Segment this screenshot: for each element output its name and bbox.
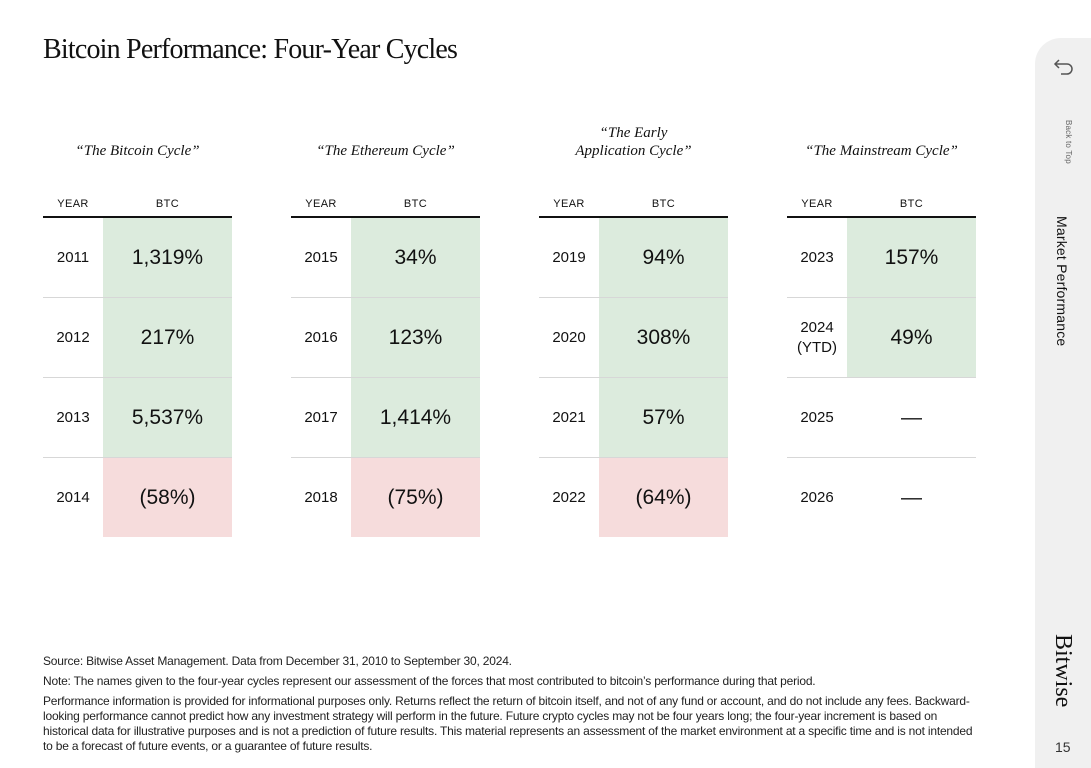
- btc-return-cell: 1,319%: [103, 218, 232, 297]
- btc-return-cell: 94%: [599, 218, 728, 297]
- year-column-header: YEAR: [57, 198, 89, 210]
- year-cell: 2021: [552, 408, 586, 426]
- btc-return-cell: —: [901, 485, 922, 509]
- btc-column-header: BTC: [403, 198, 428, 210]
- cycle-title: “The Ethereum Cycle”: [316, 143, 455, 159]
- table-row: 2024 (YTD) 49%: [787, 298, 976, 378]
- year-cell: 2024 (YTD): [797, 318, 837, 356]
- btc-column-header: BTC: [651, 198, 676, 210]
- btc-return-cell: (64%): [599, 458, 728, 537]
- disclaimer: Performance information is provided for …: [43, 694, 973, 753]
- source-note: Source: Bitwise Asset Management. Data f…: [43, 654, 512, 668]
- back-arrow-icon[interactable]: [1053, 56, 1075, 78]
- table-row: 2011 1,319%: [43, 218, 232, 298]
- year-cell: 2022: [552, 488, 586, 506]
- section-label[interactable]: Market Performance: [1054, 216, 1070, 347]
- cycle-names-note: Note: The names given to the four-year c…: [43, 674, 816, 688]
- table-row: 2026 —: [787, 458, 976, 537]
- year-cell: 2025: [800, 408, 834, 426]
- year-column-header: YEAR: [305, 198, 337, 210]
- table-row: 2025 —: [787, 378, 976, 458]
- year-column-header: YEAR: [801, 198, 833, 210]
- table-row: 2015 34%: [291, 218, 480, 298]
- table-row: 2017 1,414%: [291, 378, 480, 458]
- year-cell: 2020: [552, 328, 586, 346]
- header-rule: [291, 216, 480, 218]
- cycle-title: “The Early Application Cycle”: [575, 125, 692, 159]
- table-row: 2012 217%: [43, 298, 232, 378]
- cycle-table: 2019 94% 2020 308% 2021 57% 2022 (64%): [539, 218, 728, 537]
- back-to-top-link[interactable]: Back to Top: [1064, 120, 1073, 164]
- table-row: 2023 157%: [787, 218, 976, 298]
- cycle-title: “The Bitcoin Cycle”: [75, 143, 200, 159]
- year-cell: 2019: [552, 248, 586, 266]
- brand-logo: Bitwise: [1050, 634, 1076, 708]
- btc-return-cell: 1,414%: [351, 378, 480, 457]
- year-cell: 2018: [304, 488, 338, 506]
- btc-return-cell: 49%: [847, 298, 976, 377]
- btc-return-cell: —: [901, 405, 922, 429]
- cycle-table: 2023 157% 2024 (YTD) 49% 2025 — 2026 —: [787, 218, 976, 537]
- table-row: 2021 57%: [539, 378, 728, 458]
- btc-return-cell: 5,537%: [103, 378, 232, 457]
- year-cell: 2014: [56, 488, 90, 506]
- year-cell: 2023: [800, 248, 834, 266]
- btc-return-cell: 217%: [103, 298, 232, 377]
- page-number: 15: [1055, 739, 1071, 755]
- table-row: 2016 123%: [291, 298, 480, 378]
- btc-return-cell: 308%: [599, 298, 728, 377]
- cycle-table: 2011 1,319% 2012 217% 2013 5,537% 2014 (58%): [43, 218, 232, 537]
- cycle-table: 2015 34% 2016 123% 2017 1,414% 2018 (75%): [291, 218, 480, 537]
- side-navigation-tab: Back to Top Market Performance Bitwise 1…: [1035, 38, 1091, 768]
- table-row: 2020 308%: [539, 298, 728, 378]
- year-cell: 2011: [56, 248, 90, 266]
- btc-column-header: BTC: [899, 198, 924, 210]
- page-title: Bitcoin Performance: Four-Year Cycles: [43, 34, 458, 65]
- table-row: 2014 (58%): [43, 458, 232, 537]
- table-row: 2022 (64%): [539, 458, 728, 537]
- year-cell: 2013: [56, 408, 90, 426]
- header-rule: [787, 216, 976, 218]
- btc-return-cell: 34%: [351, 218, 480, 297]
- year-cell: 2012: [56, 328, 90, 346]
- btc-return-cell: 157%: [847, 218, 976, 297]
- btc-return-cell: (75%): [351, 458, 480, 537]
- header-rule: [43, 216, 232, 218]
- btc-return-cell: 57%: [599, 378, 728, 457]
- btc-column-header: BTC: [155, 198, 180, 210]
- year-cell: 2026: [800, 488, 834, 506]
- btc-return-cell: 123%: [351, 298, 480, 377]
- year-column-header: YEAR: [553, 198, 585, 210]
- btc-return-cell: (58%): [103, 458, 232, 537]
- header-rule: [539, 216, 728, 218]
- table-row: 2018 (75%): [291, 458, 480, 537]
- table-row: 2013 5,537%: [43, 378, 232, 458]
- footnotes: Source: Bitwise Asset Management. Data f…: [43, 654, 973, 754]
- year-cell: 2016: [304, 328, 338, 346]
- year-cell: 2015: [304, 248, 338, 266]
- table-row: 2019 94%: [539, 218, 728, 298]
- year-cell: 2017: [304, 408, 338, 426]
- cycle-title: “The Mainstream Cycle”: [805, 143, 958, 159]
